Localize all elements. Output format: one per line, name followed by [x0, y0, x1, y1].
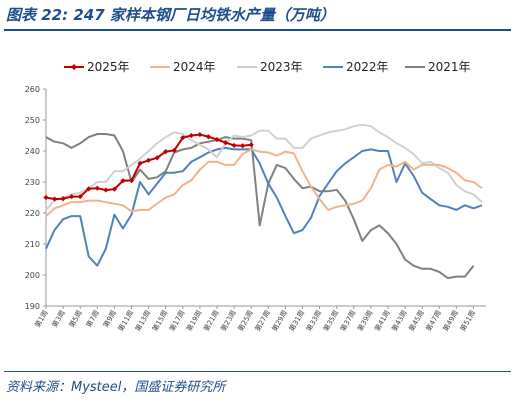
y-tick-label: 210: [25, 240, 40, 249]
data-point-2025年: [222, 140, 229, 146]
y-tick-label: 240: [25, 147, 40, 156]
source-rule: [4, 371, 511, 372]
data-point-2025年: [197, 131, 203, 138]
x-tick-label: 第17周: [167, 309, 186, 333]
legend-label: 2025年: [87, 60, 130, 74]
legend-label: 2023年: [260, 60, 303, 74]
x-tick-label: 第15周: [150, 309, 169, 333]
series-line-2022年: [45, 146, 483, 267]
y-tick-label: 230: [25, 178, 40, 187]
x-tick-label: 第23周: [219, 309, 238, 333]
x-tick-label: 第3周: [50, 309, 67, 329]
data-point-2025年: [86, 186, 92, 192]
data-point-2025年: [171, 147, 177, 153]
legend-label: 2021年: [428, 60, 471, 74]
x-tick-label: 第9周: [101, 309, 118, 329]
y-tick-label: 260: [25, 85, 40, 94]
y-tick-label: 250: [25, 116, 40, 125]
x-tick-label: 第43周: [390, 309, 409, 333]
y-tick-label: 220: [25, 209, 40, 218]
x-tick-label: 第21周: [201, 309, 220, 333]
data-point-2025年: [214, 136, 220, 143]
x-tick-label: 第33周: [304, 309, 323, 333]
chart-series: [43, 123, 483, 280]
data-point-2025年: [43, 194, 49, 201]
x-tick-label: 第5周: [67, 309, 84, 329]
x-tick-label: 第11周: [116, 309, 135, 333]
data-point-2025年: [111, 186, 117, 192]
x-tick-label: 第7周: [84, 309, 101, 329]
legend-marker: [71, 64, 77, 70]
data-point-2025年: [69, 193, 75, 200]
series-line-2024年: [45, 148, 483, 217]
y-tick-label: 190: [25, 302, 40, 311]
x-tick-label: 第41周: [372, 309, 391, 333]
data-point-2025年: [60, 196, 66, 202]
data-point-2025年: [94, 185, 100, 191]
x-tick-label: 第31周: [287, 309, 306, 333]
data-point-2025年: [51, 196, 58, 202]
data-point-2025年: [103, 187, 109, 193]
data-point-2025年: [205, 134, 212, 140]
title-rule: [4, 29, 511, 31]
data-point-2025年: [163, 149, 169, 155]
data-point-2025年: [137, 160, 143, 166]
x-tick-label: 第47周: [424, 309, 443, 333]
x-tick-label: 第27周: [253, 309, 272, 333]
legend-label: 2024年: [173, 60, 216, 74]
legend-label: 2022年: [346, 60, 389, 74]
x-tick-label: 第45周: [407, 309, 426, 333]
data-point-2025年: [231, 142, 237, 149]
x-tick-label: 第37周: [338, 309, 357, 333]
data-point-2025年: [128, 177, 135, 184]
x-tick-label: 第49周: [441, 309, 460, 333]
x-tick-label: 第19周: [184, 309, 203, 333]
source-note: 资料来源：Mysteel，国盛证券研究所: [6, 380, 226, 395]
data-point-2025年: [240, 143, 246, 149]
data-point-2025年: [180, 135, 186, 141]
series-line-2023年: [45, 123, 483, 211]
x-tick-label: 第13周: [133, 309, 152, 333]
x-tick-label: 第35周: [321, 309, 340, 333]
line-chart: 2025年 2024年 2023年 2022年 2021年 190 200 210 220 23…: [25, 60, 486, 333]
x-tick-label: 第39周: [355, 309, 374, 333]
x-tick-label: 第25周: [236, 309, 255, 333]
x-tick-label: 第51周: [458, 309, 477, 333]
chart-legend: 2025年 2024年 2023年 2022年 2021年: [64, 60, 471, 74]
y-tick-label: 200: [25, 271, 40, 280]
data-point-2025年: [77, 193, 83, 200]
figure-title: 图表 22: 247 家样本钢厂日均铁水产量（万吨）: [6, 6, 335, 24]
x-tick-label: 第1周: [33, 309, 50, 329]
data-point-2025年: [120, 178, 126, 184]
data-point-2025年: [248, 142, 254, 148]
series-line-2021年: [45, 133, 475, 280]
data-point-2025年: [145, 157, 152, 163]
data-point-2025年: [154, 155, 160, 161]
x-tick-label: 第29周: [270, 309, 289, 333]
data-point-2025年: [188, 132, 194, 139]
